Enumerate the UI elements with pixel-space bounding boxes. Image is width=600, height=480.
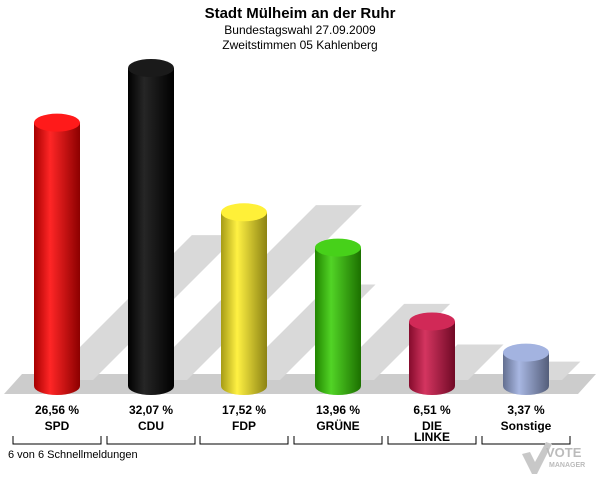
chart-subtitle-election: Bundestagswahl 27.09.2009 <box>224 23 376 37</box>
logo-text-manager: MANAGER <box>549 462 585 469</box>
category-bracket <box>293 436 383 445</box>
category-bracket <box>481 436 571 445</box>
category-bracket <box>199 436 289 445</box>
category-label: GRÜNE <box>316 418 359 433</box>
bar <box>221 212 267 395</box>
bar-top <box>315 238 361 257</box>
value-label: 26,56 % <box>35 403 79 417</box>
bar <box>128 68 174 395</box>
footer-note: 6 von 6 Schnellmeldungen <box>8 449 138 461</box>
logo-text-vote: VOTE <box>546 445 582 460</box>
value-label: 6,51 % <box>413 403 451 417</box>
bar-top <box>503 343 549 362</box>
value-label: 3,37 % <box>507 403 545 417</box>
bar-labels: 26,56 % SPD 32,07 % CDU 17,52 % FDP 13,96 %GRÜ… <box>12 403 571 445</box>
bar <box>409 321 455 395</box>
check-icon <box>522 442 552 474</box>
category-label: SPD <box>45 419 70 433</box>
chart-subtitle-district: Zweitstimmen 05 Kahlenberg <box>222 38 378 52</box>
category-label: CDU <box>138 419 164 433</box>
bar-top <box>221 203 267 222</box>
category-label: LINKE <box>414 430 450 444</box>
bar <box>503 352 549 395</box>
bar-top <box>128 59 174 77</box>
chart-title: Stadt Mülheim an der Ruhr <box>204 5 396 22</box>
category-label: Sonstige <box>501 419 552 433</box>
value-label: 32,07 % <box>129 403 173 417</box>
category-label: DIE <box>422 419 442 433</box>
category-bracket <box>387 436 477 445</box>
bar-top <box>409 312 455 331</box>
bar <box>34 122 80 395</box>
bar-top <box>34 113 80 132</box>
category-bracket <box>12 436 102 445</box>
category-bracket <box>106 436 196 445</box>
votemanager-logo: VOTE MANAGER <box>522 442 585 474</box>
category-label: FDP <box>232 419 256 433</box>
bar <box>315 247 361 395</box>
bar-shadows <box>47 205 581 380</box>
value-label: 13,96 % <box>316 403 360 417</box>
bars <box>34 59 549 395</box>
value-label: 17,52 % <box>222 403 266 417</box>
